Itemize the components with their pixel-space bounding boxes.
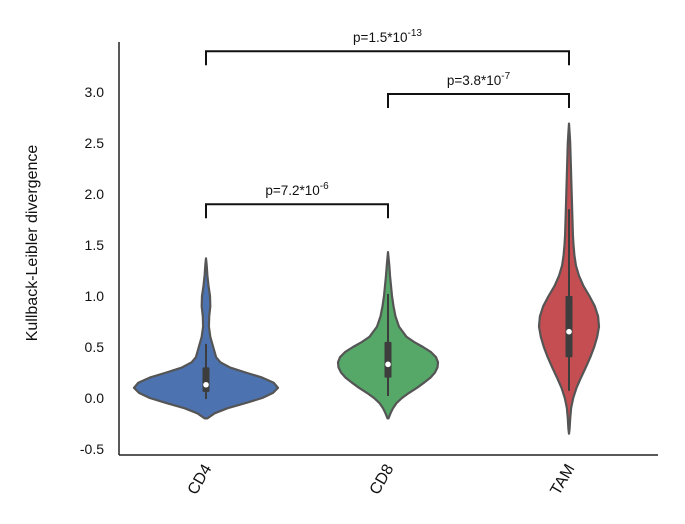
violins [132,122,601,435]
p-value-exponent: -7 [501,71,510,82]
violin-tam [537,122,601,435]
p-value-base: p=7.2*10 [265,183,319,198]
p-value-label: p=7.2*10-6 [265,181,329,198]
violin-median [203,381,209,388]
p-value-exponent: -13 [407,28,422,39]
violin-iqr-box [565,296,573,358]
violin-body [132,257,280,420]
x-tick-label: TAM [547,462,578,499]
p-value-base: p=3.8*10 [447,73,501,88]
y-tick-label: 1.0 [85,288,105,304]
significance-bracket: p=1.5*10-13 [205,28,570,66]
p-value-base: p=1.5*10 [353,30,407,45]
axes [118,42,658,456]
x-tick-labels: CD4 CD8 TAM [185,461,579,498]
violin-iqr-box [384,341,392,378]
y-tick-label: 3.0 [85,84,105,100]
violin-cd8 [336,251,440,420]
x-tick-label: CD8 [367,461,398,497]
y-axis-label: Kullback-Leibler divergence [24,145,41,342]
y-tick-label: -0.5 [80,441,104,457]
y-tick-label: 0.0 [85,390,105,406]
y-tick-label: 0.5 [85,339,105,355]
x-tick-label: CD4 [185,461,216,497]
y-tick-label: 2.5 [85,135,105,151]
bracket-line [387,93,570,109]
bracket-line [205,50,570,66]
significance-bracket: p=7.2*10-6 [205,181,389,219]
y-tick-labels: -0.5 0.0 0.5 1.0 1.5 2.0 2.5 3.0 [80,84,104,457]
bracket-line [205,203,389,219]
violin-median [385,361,391,368]
p-value-label: p=3.8*10-7 [447,71,511,88]
p-value-exponent: -6 [320,181,329,192]
significance-annotations: p=7.2*10-6 p=3.8*10-7 p=1.5*10-13 [205,28,570,219]
p-value-label: p=1.5*10-13 [353,28,422,45]
violin-iqr-box [202,367,210,392]
violin-cd4 [132,257,280,420]
violin-median [566,328,572,335]
y-tick-label: 1.5 [85,237,105,253]
significance-bracket: p=3.8*10-7 [387,71,570,109]
y-tick-label: 2.0 [85,186,105,202]
